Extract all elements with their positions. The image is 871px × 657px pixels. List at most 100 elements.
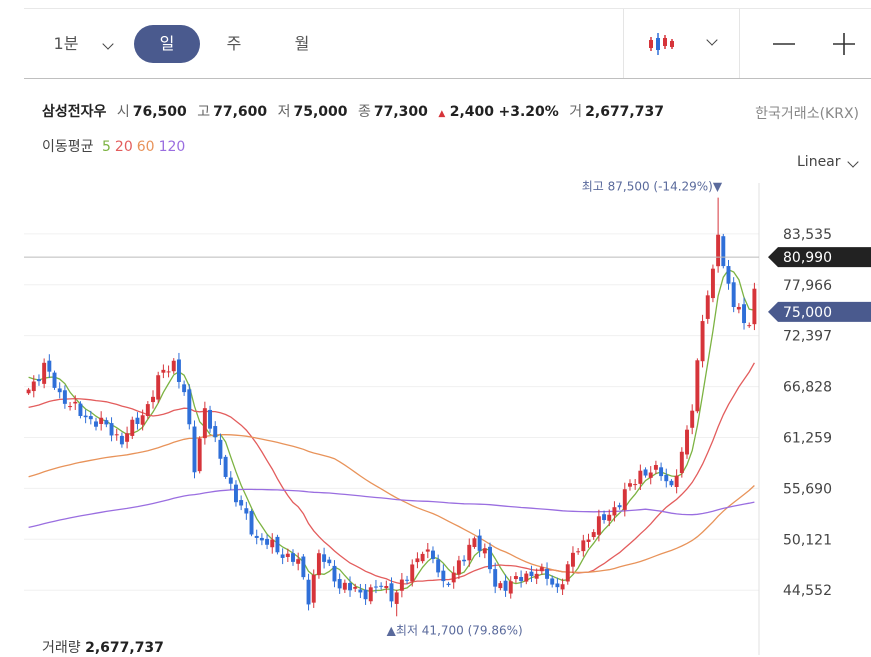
candle-body xyxy=(239,500,244,506)
candle-body xyxy=(555,583,560,588)
close-label: 종 xyxy=(357,104,371,120)
candle-body xyxy=(368,587,373,602)
candle-body xyxy=(145,404,150,417)
candle-body xyxy=(285,553,290,557)
candle-body xyxy=(731,282,736,308)
candle-body xyxy=(685,429,689,455)
scale-select[interactable]: Linear xyxy=(797,154,859,170)
crosshair-tag xyxy=(768,247,871,268)
candle-body xyxy=(498,583,503,589)
candle-body xyxy=(363,589,368,600)
candle-body xyxy=(161,369,166,373)
candle-body xyxy=(451,572,456,583)
chart-overlay: 80,990 75,000 최고 87,500 (-14.29%)▼ ▲최저 41,7… xyxy=(24,180,871,637)
open-value: 76,500 xyxy=(132,104,187,120)
tab-week-label: 주 xyxy=(226,34,242,53)
candle-body xyxy=(119,435,124,445)
ma-120-line xyxy=(28,488,755,529)
candle-body xyxy=(747,325,752,327)
candle-body xyxy=(197,438,202,472)
y-tick-label: 72,397 xyxy=(783,329,832,345)
tab-month[interactable]: 월 xyxy=(282,25,322,63)
moving-average-legend: 이동평균 5 20 60 120 xyxy=(42,136,185,156)
candle-body xyxy=(524,573,529,582)
candle-body xyxy=(488,546,492,570)
y-tick-label: 61,259 xyxy=(783,430,832,446)
candle-body xyxy=(410,564,415,582)
volume-panel-value: 2,677,737 xyxy=(85,640,164,656)
change-percent: +3.20% xyxy=(498,104,559,120)
high-label: 고 xyxy=(197,104,211,120)
candle-body xyxy=(52,372,57,388)
candle-body xyxy=(545,568,550,579)
candle-body xyxy=(233,484,238,503)
candle-body xyxy=(482,548,487,554)
high-value: 77,600 xyxy=(213,104,268,120)
candle-body xyxy=(125,433,130,442)
candle-body xyxy=(311,574,316,603)
candle-body xyxy=(493,569,498,587)
plus-icon[interactable] xyxy=(829,29,859,59)
candle-body xyxy=(622,489,627,510)
last-price-tag xyxy=(768,301,871,322)
candle-body xyxy=(736,306,741,310)
candle-body xyxy=(581,540,586,552)
candle-body xyxy=(529,571,534,577)
y-tick-label: 66,828 xyxy=(783,380,832,396)
candlestick-icon[interactable] xyxy=(647,29,677,59)
candle-body xyxy=(648,472,653,478)
candle-body xyxy=(358,589,363,593)
tab-day[interactable]: 일 xyxy=(134,25,200,63)
stock-name: 삼성전자우 xyxy=(42,104,107,120)
candle-body xyxy=(332,565,337,582)
candle-body xyxy=(726,266,731,284)
tab-week[interactable]: 주 xyxy=(214,25,254,63)
candle-body xyxy=(742,304,747,324)
candle-body xyxy=(104,420,109,425)
candle-body xyxy=(348,583,352,591)
change-value: 2,400 xyxy=(449,104,495,120)
crosshair-price-label: 80,990 xyxy=(783,250,832,266)
candle-body xyxy=(617,505,622,508)
candle-body xyxy=(192,426,197,473)
candle-body xyxy=(570,552,575,567)
candle-body xyxy=(337,579,342,589)
candle-body xyxy=(42,362,47,384)
close-value: 77,300 xyxy=(373,104,428,120)
low-value: 75,000 xyxy=(293,104,348,120)
candle-body xyxy=(244,508,249,514)
candle-body xyxy=(560,584,565,590)
candle-body xyxy=(503,580,508,591)
ma-60-line xyxy=(28,434,755,574)
candle-body xyxy=(254,535,259,538)
candle-body xyxy=(316,553,321,576)
minus-icon[interactable] xyxy=(769,29,799,59)
tab-1min[interactable]: 1분 xyxy=(46,25,86,63)
open-label: 시 xyxy=(116,104,130,120)
candle-body xyxy=(431,550,435,560)
candle-body xyxy=(291,553,295,562)
y-tick-label: 55,690 xyxy=(783,481,832,497)
tab-day-label: 일 xyxy=(159,34,175,53)
candle-body xyxy=(462,559,467,562)
candle-body xyxy=(602,514,607,521)
candle-body xyxy=(690,410,695,428)
candle-body xyxy=(296,559,301,564)
moving-average-lines xyxy=(28,268,755,592)
candle-body xyxy=(57,388,62,393)
candle-body xyxy=(99,417,104,424)
candle-body xyxy=(213,426,218,438)
candle-body xyxy=(752,288,757,325)
candle-body xyxy=(638,470,643,484)
max-price-annotation: 최고 87,500 (-14.29%)▼ xyxy=(582,180,723,194)
candle-body xyxy=(705,295,710,319)
candle-body xyxy=(384,585,389,589)
candle-body xyxy=(166,371,171,373)
exchange-label: 한국거래소(KRX) xyxy=(755,106,859,122)
candle-body xyxy=(539,567,544,572)
candle-body xyxy=(130,419,135,436)
candle-body xyxy=(441,570,446,582)
candle-body xyxy=(669,480,674,486)
candle-body xyxy=(228,477,233,484)
